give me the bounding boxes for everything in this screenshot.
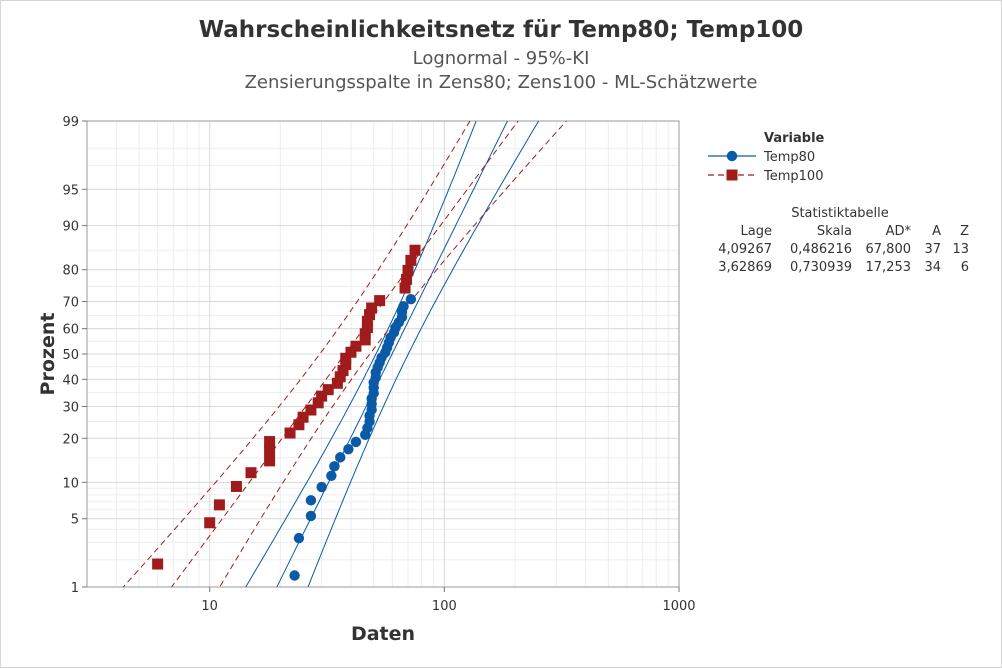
data-point-temp100: [331, 377, 343, 389]
legend-marker-temp80: [726, 150, 738, 162]
stats-cell: 34: [924, 260, 941, 275]
chart-title: Wahrscheinlichkeitsnetz für Temp80; Temp…: [198, 17, 804, 43]
y-tick-label: 40: [62, 373, 79, 388]
data-point-temp100: [361, 315, 373, 327]
confidence-band-lower: [245, 121, 477, 587]
stats-header-4: Z: [960, 224, 969, 239]
data-point-temp100: [264, 455, 276, 467]
y-tick-label: 20: [62, 432, 79, 447]
stats-cell: 67,800: [866, 242, 912, 257]
data-point-temp100: [264, 445, 276, 457]
data-point-temp100: [337, 365, 349, 377]
stats-header-0: Lage: [741, 224, 772, 239]
stats-header-1: Skala: [817, 224, 852, 239]
data-point-temp100: [359, 334, 371, 346]
stats-cell: 4,09267: [718, 242, 772, 257]
data-point-temp100: [405, 254, 417, 266]
data-point-temp80: [405, 293, 417, 305]
data-point-temp100: [401, 273, 413, 285]
y-tick-label: 5: [71, 513, 79, 528]
data-point-temp80: [350, 436, 362, 448]
data-point-temp80: [335, 452, 346, 463]
data-point-temp100: [293, 419, 305, 431]
legend-title: Variable: [764, 131, 825, 146]
data-point-temp80: [343, 443, 354, 455]
x-tick-label: 100: [432, 599, 457, 614]
stats-header-2: AD*: [886, 224, 912, 239]
stats-cell: 13: [952, 242, 969, 257]
data-point-temp100: [204, 517, 216, 529]
data-point-temp100: [364, 309, 376, 321]
data-point-temp100: [334, 371, 346, 383]
data-point-temp100: [361, 322, 373, 334]
data-point-temp80: [398, 301, 409, 312]
stats-cell: 6: [961, 260, 969, 275]
data-point-temp100: [230, 480, 242, 492]
x-tick-label: 1000: [662, 599, 695, 614]
legend-label-temp80: Temp80: [763, 150, 815, 165]
x-axis-label: Daten: [351, 623, 415, 645]
data-point-temp100: [152, 558, 164, 570]
data-point-temp100: [402, 264, 414, 276]
data-point-temp100: [340, 352, 352, 364]
data-point-temp80: [329, 461, 340, 472]
confidence-band-upper: [219, 121, 568, 587]
confidence-band-lower: [122, 121, 471, 587]
data-point-temp100: [284, 427, 296, 439]
chart-subtitle-2: Zensierungsspalte in Zens80; Zens100 - M…: [244, 72, 758, 93]
data-point-temp80: [316, 481, 327, 493]
chart-subtitle: Lognormal - 95%-KI: [412, 48, 590, 69]
data-point-temp80: [326, 470, 337, 481]
stats-cell: 3,62869: [718, 260, 772, 275]
data-point-temp100: [322, 384, 334, 396]
data-point-temp100: [312, 397, 324, 409]
data-point-temp100: [340, 359, 352, 371]
data-point-temp100: [305, 404, 317, 416]
stats-cell: 37: [924, 242, 941, 257]
data-point-temp100: [409, 244, 421, 256]
y-axis-label: Prozent: [37, 313, 59, 396]
data-point-temp100: [350, 340, 362, 352]
y-tick-label: 30: [62, 401, 79, 416]
data-point-temp100: [245, 467, 257, 479]
stats-cell: 0,730939: [790, 260, 852, 275]
stats-cell: 0,486216: [790, 242, 852, 257]
x-tick-label: 10: [201, 599, 218, 614]
data-point-temp100: [374, 295, 386, 307]
y-tick-label: 80: [62, 264, 79, 279]
y-tick-label: 99: [62, 115, 79, 130]
legend-label-temp100: Temp100: [763, 169, 823, 184]
confidence-band-upper: [307, 121, 540, 587]
data-point-temp100: [213, 499, 225, 511]
data-point-temp80: [305, 495, 317, 506]
data-point-temp100: [264, 436, 276, 448]
data-point-temp100: [316, 390, 328, 402]
data-point-temp100: [297, 411, 309, 423]
data-point-temp80: [289, 570, 300, 581]
stats-table-title: Statistiktabelle: [791, 206, 889, 221]
y-tick-label: 70: [62, 295, 79, 310]
y-tick-label: 95: [62, 183, 79, 198]
stats-header-3: A: [932, 224, 941, 239]
y-tick-label: 90: [62, 220, 79, 235]
data-point-temp100: [359, 328, 371, 340]
legend-marker-temp100: [726, 169, 738, 181]
y-tick-label: 60: [62, 323, 79, 338]
y-tick-label: 10: [62, 476, 79, 491]
data-point-temp100: [345, 346, 357, 358]
y-tick-label: 50: [62, 348, 79, 363]
stats-cell: 17,253: [866, 260, 912, 275]
y-tick-label: 1: [71, 581, 79, 596]
data-point-temp100: [366, 302, 378, 314]
data-point-temp100: [399, 282, 411, 294]
data-point-temp80: [293, 532, 305, 544]
data-point-temp80: [305, 510, 317, 522]
